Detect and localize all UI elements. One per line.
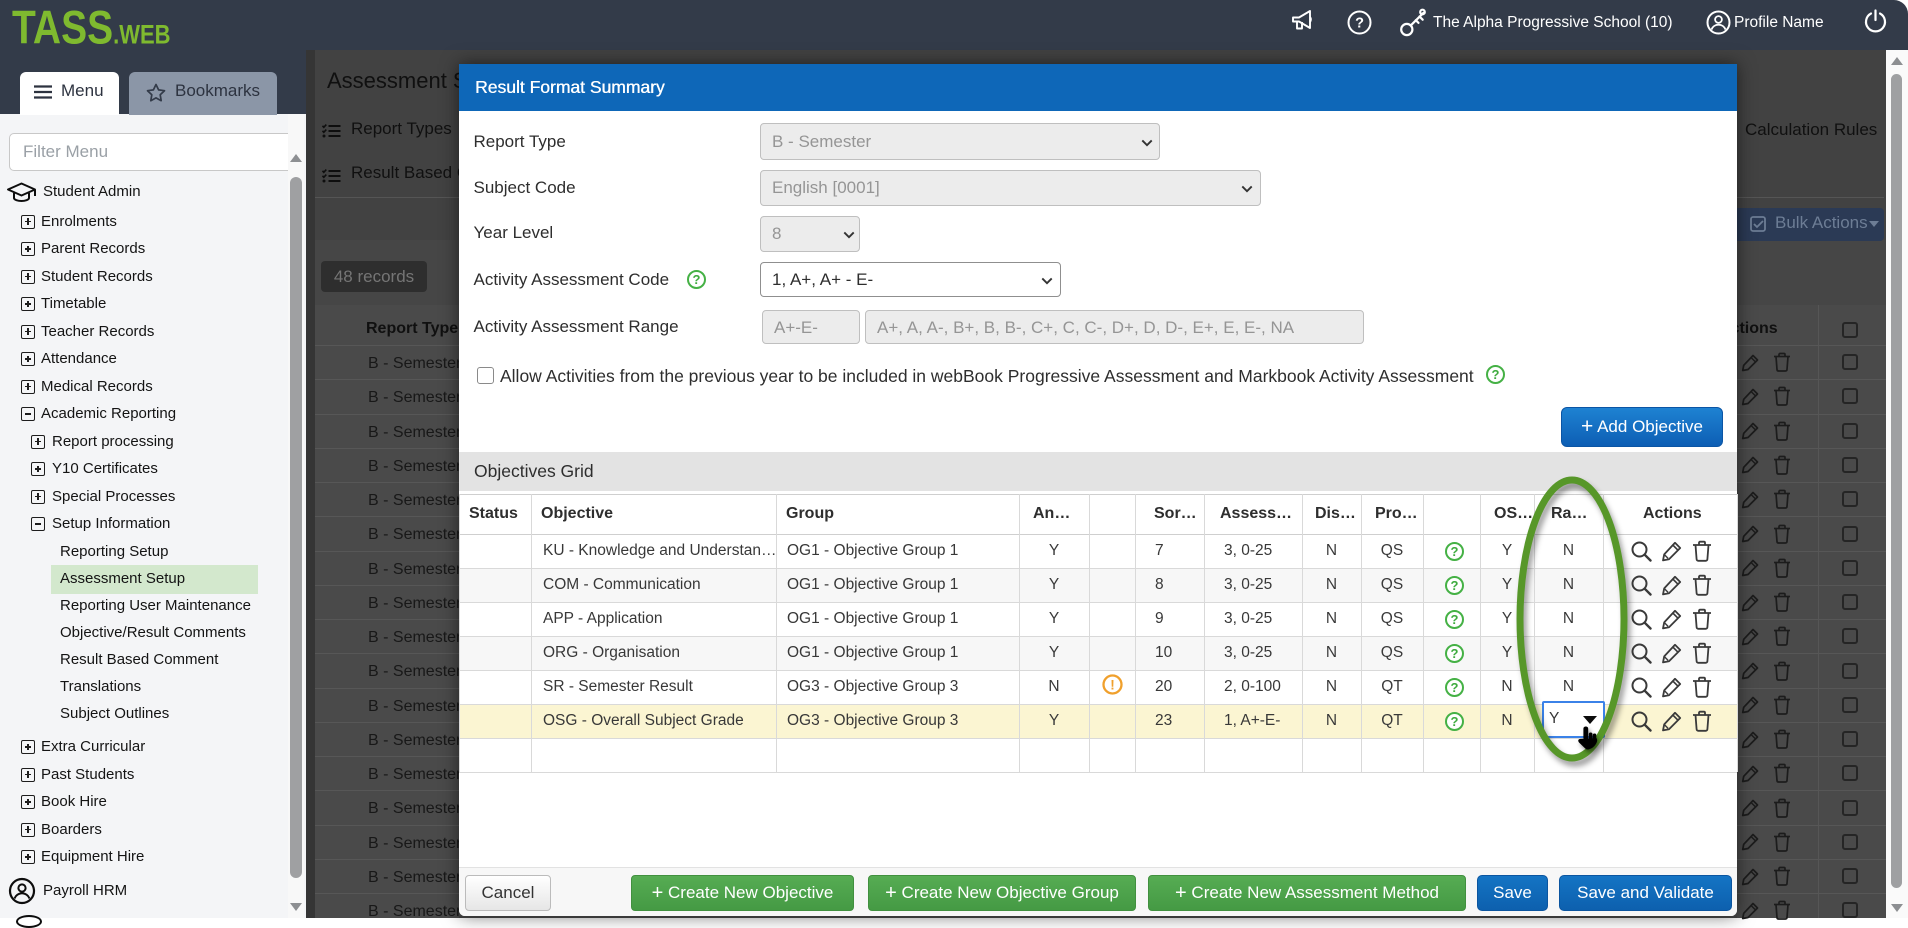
svg-text:?: ? [1355,16,1364,32]
svg-text:!: ! [1110,678,1115,693]
